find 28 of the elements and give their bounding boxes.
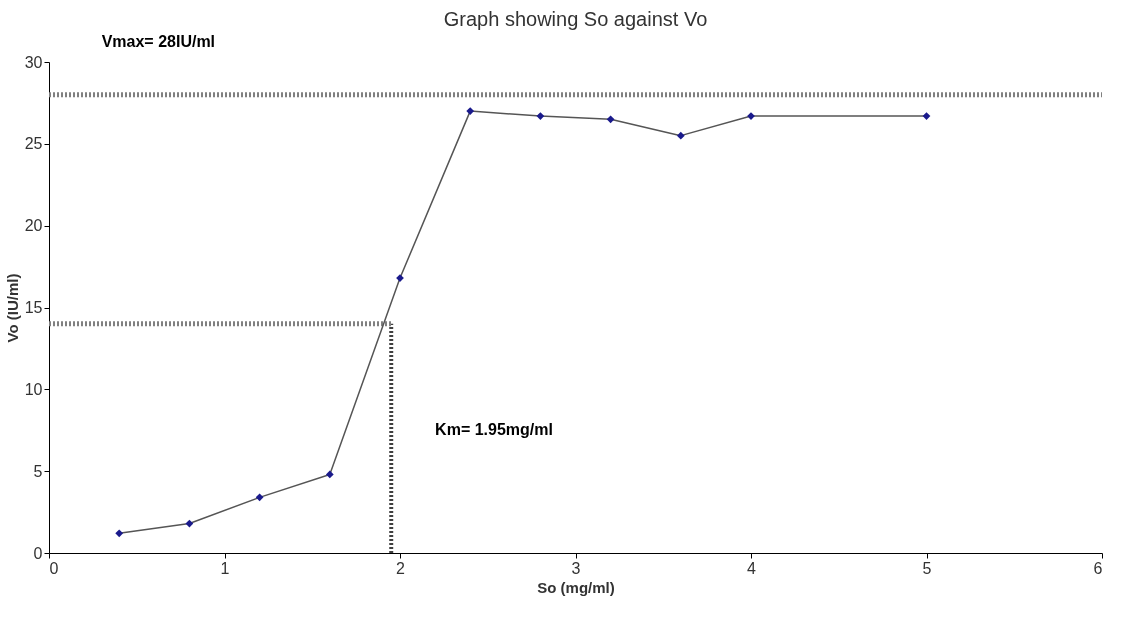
ref-line-label: Km= 1.95mg/ml	[435, 421, 553, 439]
y-tick-label: 0	[33, 544, 43, 562]
y-tick-label: 15	[24, 299, 43, 316]
x-tick-label: 1	[220, 559, 230, 577]
point	[676, 131, 685, 140]
point	[115, 529, 124, 538]
y-tick-label: 10	[24, 380, 43, 398]
point	[255, 493, 264, 502]
ref-line-label: Vmax= 28IU/ml	[101, 33, 216, 51]
point	[922, 112, 931, 120]
y-tick-label: 30	[24, 53, 43, 71]
point	[536, 112, 545, 120]
x-tick-label: 4	[747, 559, 757, 577]
x-tick-label: 6	[1093, 559, 1103, 577]
x-tick-label: 3	[571, 559, 581, 577]
x-tick-label: 5	[922, 559, 932, 577]
point	[325, 470, 334, 479]
chart-title: Graph showing So against Vo	[443, 8, 708, 31]
x-axis-title: So (mg/ml)	[537, 578, 615, 596]
x-tick-label: 2	[396, 559, 406, 577]
y-tick-label: 25	[24, 135, 43, 153]
point	[466, 107, 475, 115]
point	[606, 115, 615, 124]
y-axis-title: Vo (IU/ml)	[3, 273, 21, 343]
point	[185, 519, 194, 528]
y-tick-label: 20	[24, 217, 43, 235]
y-tick-label: 5	[33, 462, 43, 480]
x-tick-label: 0	[49, 559, 59, 577]
